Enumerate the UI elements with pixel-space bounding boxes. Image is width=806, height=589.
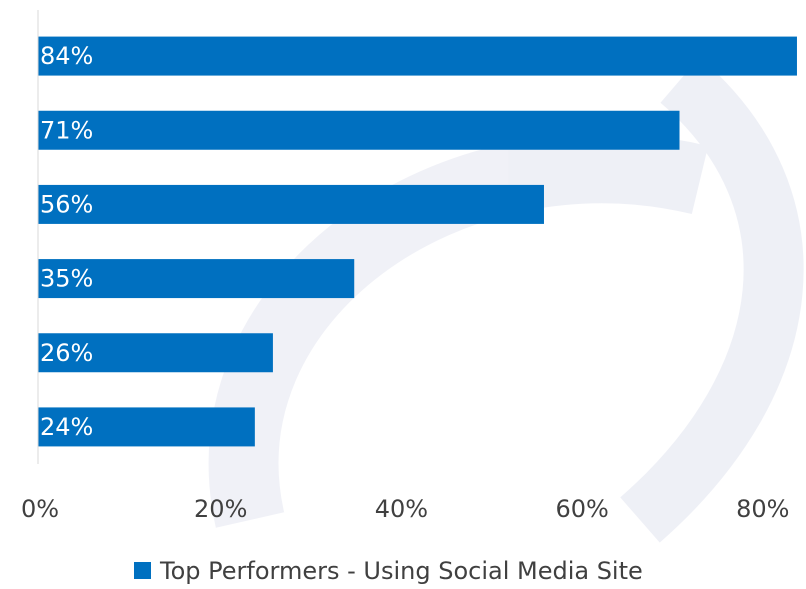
bar: [38, 333, 273, 373]
x-tick-label: 40%: [375, 495, 428, 523]
x-tick-label: 60%: [555, 495, 608, 523]
x-tick-label: 20%: [194, 495, 247, 523]
bar: [38, 407, 255, 447]
value-label: 84%: [40, 42, 93, 70]
value-label: 26%: [40, 339, 93, 367]
value-label: 24%: [40, 413, 93, 441]
value-label: 71%: [40, 116, 93, 144]
value-label: 56%: [40, 190, 93, 218]
legend-label: Top Performers - Using Social Media Site: [159, 557, 643, 585]
legend-swatch: [134, 562, 151, 579]
bar: [38, 110, 680, 150]
bar: [38, 259, 355, 299]
x-tick-label: 0%: [21, 495, 59, 523]
value-label: 35%: [40, 265, 93, 293]
bar: [38, 36, 797, 76]
watermark-arc: [620, 57, 804, 543]
bar: [38, 184, 544, 224]
x-tick-label: 80%: [736, 495, 789, 523]
